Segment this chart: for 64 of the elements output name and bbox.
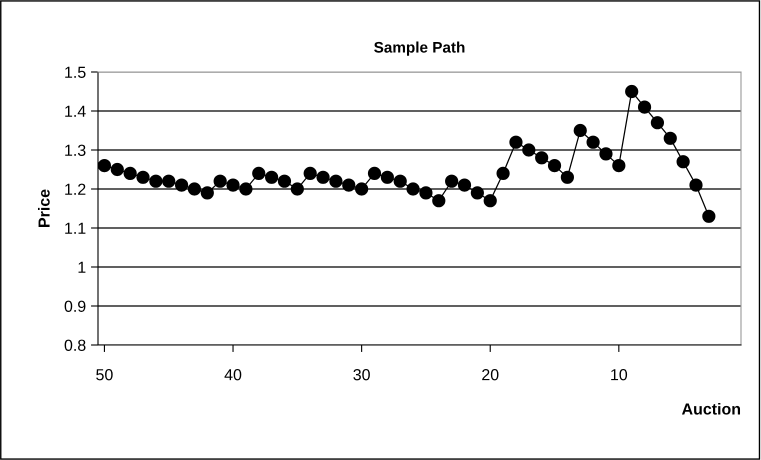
point xyxy=(522,143,536,157)
point xyxy=(599,147,613,160)
point xyxy=(470,186,484,200)
point xyxy=(560,170,574,184)
point xyxy=(650,116,664,130)
point xyxy=(162,174,176,188)
point xyxy=(355,182,368,196)
point xyxy=(149,174,162,188)
point xyxy=(265,170,278,184)
point xyxy=(368,166,382,180)
point xyxy=(290,182,304,196)
y-tick-label: 1.4 xyxy=(65,106,86,117)
point xyxy=(612,159,626,172)
point xyxy=(625,84,638,98)
point xyxy=(252,166,266,180)
point xyxy=(702,210,716,223)
x-axis-title: Auction xyxy=(682,402,740,415)
point xyxy=(304,166,317,180)
x-tick-label: 30 xyxy=(353,369,370,380)
x-tick-label: 40 xyxy=(224,369,242,380)
point xyxy=(445,174,458,188)
y-tick-label: 1.3 xyxy=(65,144,86,156)
point xyxy=(342,178,356,192)
y-tick-label: 0.9 xyxy=(64,300,86,312)
x-tick-label: 10 xyxy=(611,369,628,380)
point xyxy=(188,182,202,196)
chart-title: Sample Path xyxy=(374,41,464,56)
point xyxy=(124,166,137,180)
y-tick-label: 1.5 xyxy=(65,66,86,78)
y-tick-label: 0.8 xyxy=(64,340,86,351)
point xyxy=(548,159,562,172)
point xyxy=(226,178,240,192)
point xyxy=(676,155,690,168)
y-axis-title: Price xyxy=(38,190,50,227)
x-tick-label: 20 xyxy=(482,369,498,380)
point xyxy=(419,186,433,200)
point xyxy=(136,170,150,184)
point xyxy=(586,136,600,149)
x-tick-label: 50 xyxy=(96,369,113,380)
point xyxy=(432,194,446,208)
y-tick-label: 1.2 xyxy=(65,184,86,195)
point xyxy=(380,170,394,184)
y-tick-label: 1.1 xyxy=(65,222,86,234)
point xyxy=(535,151,548,164)
point xyxy=(214,174,227,188)
point xyxy=(200,186,214,200)
point xyxy=(278,174,292,188)
point xyxy=(406,182,420,196)
point xyxy=(239,182,252,196)
point xyxy=(316,170,330,184)
point xyxy=(458,178,472,192)
point xyxy=(664,132,677,145)
point xyxy=(394,174,407,188)
point xyxy=(484,194,497,208)
point xyxy=(574,124,587,138)
point xyxy=(110,162,124,176)
y-tick-label: 1 xyxy=(78,262,86,273)
point xyxy=(98,159,112,172)
point xyxy=(329,174,343,188)
point xyxy=(174,178,188,192)
point xyxy=(689,178,703,192)
point xyxy=(509,136,523,149)
point xyxy=(638,100,652,114)
point xyxy=(496,166,510,180)
